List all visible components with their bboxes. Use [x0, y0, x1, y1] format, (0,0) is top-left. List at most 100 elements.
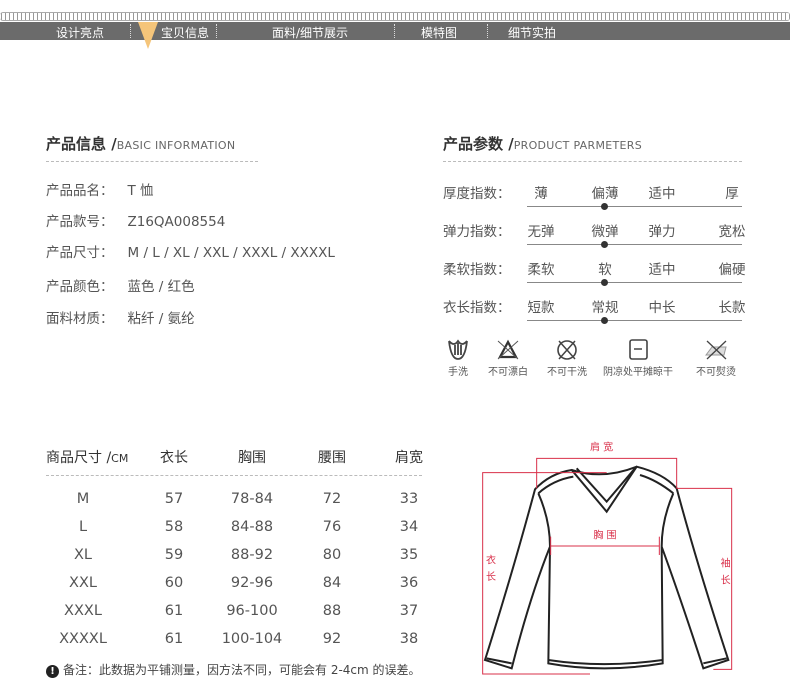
param-option: 薄: [534, 186, 548, 202]
size-cell: 59: [164, 547, 184, 563]
size-cell: 33: [399, 491, 419, 507]
length-label-1: 衣: [486, 553, 496, 566]
size-header: 腰围: [318, 450, 346, 466]
size-cell: 88-92: [230, 547, 274, 563]
nav-bar: 设计亮点 宝贝信息 面料/细节展示 模特图 细节实拍: [0, 22, 790, 40]
size-cell: XXL: [69, 575, 97, 591]
care-label: 不可漂白: [488, 367, 528, 378]
hand-wash-icon: [448, 339, 468, 360]
info-value: T 恤: [127, 183, 154, 199]
care-label: 手洗: [448, 367, 468, 378]
size-cell: 96-100: [226, 603, 278, 619]
nav-item-model[interactable]: 模特图: [420, 26, 458, 40]
size-cell: XXXL: [64, 603, 102, 619]
size-cell: 80: [322, 547, 342, 563]
size-note: ! 备注：此数据为平铺测量，因方法不同，可能会有 2-4cm 的误差。: [46, 661, 421, 678]
size-header-unit: CM: [111, 452, 129, 465]
param-option: 偏薄: [591, 186, 619, 202]
flat-dry-shade-icon: [629, 339, 648, 360]
shirt-diagram: 肩 宽 胸 围 衣 长 袖 长: [482, 441, 733, 675]
chest-label: 胸 围: [593, 528, 616, 541]
size-cell: 84: [322, 575, 342, 591]
param-option: 中长: [648, 300, 676, 316]
param-indicator-dot: [601, 317, 608, 324]
sleeve-label-1: 袖: [721, 557, 731, 570]
size-cell: 35: [399, 547, 419, 563]
sleeve-label-2: 长: [721, 574, 731, 586]
nav-item-detail[interactable]: 细节实拍: [507, 26, 557, 40]
param-option: 柔软: [527, 262, 555, 278]
info-label: 面料材质：: [46, 311, 114, 327]
info-row: 产品颜色： 蓝色 / 红色: [46, 275, 195, 295]
info-label: 产品颜色：: [46, 279, 114, 295]
param-option: 常规: [591, 300, 619, 316]
param-label: 弹力指数：: [443, 224, 511, 240]
info-row: 面料材质： 粘纤 / 氨纶: [46, 307, 195, 327]
param-indicator-dot: [601, 279, 608, 286]
size-cell: 92: [322, 631, 342, 647]
no-bleach-care: 不可漂白: [468, 337, 548, 378]
size-cell: XXXXL: [59, 631, 107, 647]
param-option: 宽松: [718, 224, 746, 240]
param-option: 适中: [648, 186, 676, 202]
length-label-2: 长: [486, 571, 496, 583]
param-label: 衣长指数：: [443, 300, 511, 316]
param-option: 长款: [718, 300, 746, 316]
size-header-size: 商品尺寸 /CM: [46, 447, 128, 467]
info-label: 产品款号：: [46, 214, 114, 230]
flat-dry-shade-care: 阴凉处平摊晾干: [598, 337, 678, 378]
info-value: Z16QA008554: [127, 214, 226, 230]
param-option: 微弹: [591, 224, 619, 240]
size-cell: 61: [164, 631, 184, 647]
no-iron-icon: [705, 340, 727, 360]
size-cell: 38: [399, 631, 419, 647]
size-cell: 60: [164, 575, 184, 591]
shoulder-label: 肩 宽: [590, 441, 613, 454]
param-label: 厚度指数：: [443, 186, 511, 202]
param-option: 厚: [725, 186, 739, 202]
size-cell: 92-96: [230, 575, 274, 591]
info-row: 产品尺寸： M / L / XL / XXL / XXXL / XXXXL: [46, 241, 335, 261]
param-scale-line: [527, 282, 742, 283]
hand-wash-care: 手洗: [418, 337, 498, 378]
param-option: 偏硬: [718, 262, 746, 278]
param-option: 无弹: [527, 224, 555, 240]
param-scale-line: [527, 206, 742, 207]
nav-item-info[interactable]: 宝贝信息: [160, 26, 210, 40]
param-option: 软: [598, 262, 612, 278]
size-cell: 36: [399, 575, 419, 591]
param-option: 弹力: [648, 224, 676, 240]
info-label: 产品尺寸：: [46, 245, 114, 261]
no-bleach-icon: [497, 339, 519, 360]
size-cell: 58: [164, 519, 184, 535]
size-cell: 57: [164, 491, 184, 507]
info-row: 产品款号： Z16QA008554: [46, 210, 225, 230]
size-cell: 76: [322, 519, 342, 535]
size-cell: 84-88: [230, 519, 274, 535]
size-header-label: 商品尺寸 /: [46, 450, 112, 466]
info-row: 产品品名： T 恤: [46, 179, 154, 199]
param-indicator-dot: [601, 241, 608, 248]
size-cell: 78-84: [230, 491, 274, 507]
care-label: 不可熨烫: [696, 367, 736, 378]
care-label: 阴凉处平摊晾干: [603, 367, 673, 378]
chain-border: [0, 12, 790, 21]
no-iron-care: 不可熨烫: [676, 337, 756, 378]
care-label: 不可干洗: [547, 367, 587, 378]
size-header: 肩宽: [395, 450, 423, 466]
warning-icon: !: [46, 665, 59, 678]
param-option: 短款: [527, 300, 555, 316]
param-option: 适中: [648, 262, 676, 278]
size-cell: 61: [164, 603, 184, 619]
size-cell: XL: [73, 547, 93, 563]
param-scale-line: [527, 244, 742, 245]
size-cell: 37: [399, 603, 419, 619]
params-title: 产品参数 /PRODUCT PARMETERS: [443, 135, 642, 153]
size-header: 衣长: [160, 450, 188, 466]
info-value: M / L / XL / XXL / XXXL / XXXXL: [127, 245, 335, 261]
no-dry-clean-icon: [557, 340, 577, 360]
nav-item-fabric[interactable]: 面料/细节展示: [271, 26, 349, 40]
param-label: 柔软指数：: [443, 262, 511, 278]
param-indicator-dot: [601, 203, 608, 210]
nav-item-design[interactable]: 设计亮点: [55, 26, 105, 40]
